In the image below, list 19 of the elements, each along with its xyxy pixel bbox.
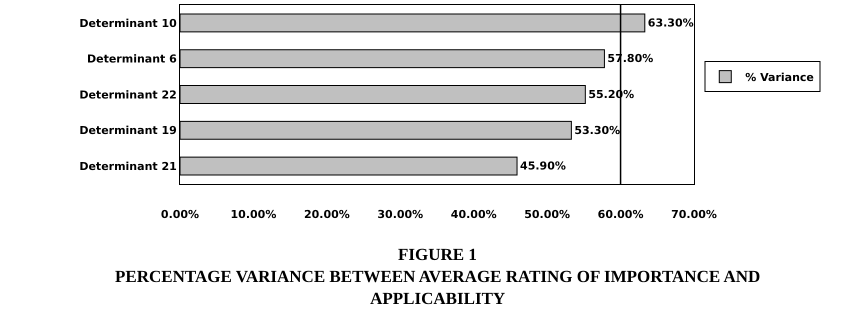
text: PERCENTAGE VARIANCE BETWEEN AVERAGE RATING OF IMPORTANCE AND APPLICABILITY <box>115 267 760 308</box>
y-tick-label: Determinant 21 <box>79 160 177 173</box>
y-tick-label: Determinant 22 <box>79 88 177 102</box>
x-tick-label: 70.00% <box>671 208 717 222</box>
y-tick-label: Determinant 19 <box>79 124 177 138</box>
data-label: 63.30% <box>648 16 694 30</box>
x-tick-label: 10.00% <box>230 208 276 222</box>
y-tick-label: Determinant 10 <box>79 16 178 30</box>
x-tick-label: 30.00% <box>377 208 424 222</box>
x-tick-label: 50.00% <box>524 208 570 222</box>
x-tick-label: 40.00% <box>450 208 497 222</box>
data-label: 53.30% <box>574 124 620 137</box>
legend-label: % Variance <box>745 70 814 84</box>
y-tick-label: Determinant 6 <box>87 52 178 66</box>
x-tick-label: 60.00% <box>598 208 644 222</box>
x-tick-label: 0.00% <box>160 208 200 222</box>
text: FIGURE 1 <box>398 245 477 264</box>
x-tick-label: 20.00% <box>304 208 350 222</box>
data-label: 45.90% <box>520 160 566 173</box>
